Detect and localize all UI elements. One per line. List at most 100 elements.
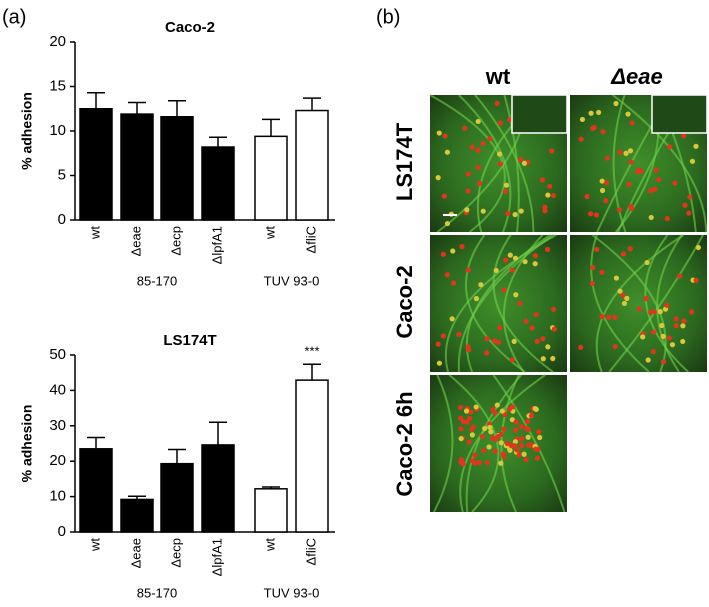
bacterium xyxy=(627,246,633,252)
membrane xyxy=(464,234,526,373)
bacterium xyxy=(604,155,611,161)
bar xyxy=(160,116,194,221)
bacterium xyxy=(512,439,518,445)
bacterium xyxy=(481,447,487,454)
bacterium xyxy=(651,309,657,315)
bacterium xyxy=(501,454,507,460)
bacterium xyxy=(475,164,481,170)
bacterium xyxy=(599,313,605,320)
bacterium xyxy=(480,140,486,147)
y-tick-label: 10 xyxy=(49,488,66,505)
y-tick-label: 50 xyxy=(49,346,66,363)
micrograph xyxy=(430,375,567,512)
bacterium xyxy=(544,246,551,252)
bacterium xyxy=(460,419,467,425)
bacterium xyxy=(681,318,687,324)
bacterium xyxy=(523,457,529,463)
bacterium xyxy=(441,193,447,199)
bacterium xyxy=(613,100,619,107)
bacterium xyxy=(497,120,503,126)
bacterium xyxy=(689,158,696,164)
bacterium xyxy=(459,244,465,250)
bacterium xyxy=(620,292,626,298)
bacterium xyxy=(550,355,556,362)
chart-title: LS174T xyxy=(163,332,216,349)
bacterium xyxy=(537,434,543,441)
bacterium xyxy=(635,169,641,175)
bacterium xyxy=(440,251,446,257)
bacterium xyxy=(444,149,451,155)
bacterium xyxy=(594,246,600,253)
y-tick-label: 10 xyxy=(49,122,66,139)
bar xyxy=(201,146,235,221)
bacterium xyxy=(695,244,701,251)
bacterium xyxy=(479,433,485,440)
bacterium xyxy=(487,136,493,142)
bacterium xyxy=(518,424,525,430)
bacterium xyxy=(672,180,678,186)
membrane xyxy=(492,234,554,373)
bacterium xyxy=(593,212,600,218)
y-tick-label: 0 xyxy=(58,523,66,540)
bacterium xyxy=(640,334,646,340)
bacterium xyxy=(532,446,539,452)
bacterium xyxy=(655,176,662,183)
bacterium xyxy=(589,280,595,286)
bacterium xyxy=(484,336,490,342)
bacterium xyxy=(458,435,464,442)
x-tick-label: Δecp xyxy=(168,226,183,256)
x-tick-label: Δeae xyxy=(128,226,143,256)
y-tick-label: 15 xyxy=(49,77,66,94)
bacterium xyxy=(436,360,443,366)
bacterium xyxy=(492,338,498,344)
bar xyxy=(295,379,329,533)
bacterium xyxy=(623,150,629,156)
bacterium xyxy=(486,444,492,450)
bacterium xyxy=(550,306,557,312)
bacterium xyxy=(463,408,470,414)
bacterium xyxy=(464,207,470,213)
bacterium xyxy=(513,427,519,433)
bacterium xyxy=(501,426,507,432)
bacterium xyxy=(590,125,596,132)
bacterium xyxy=(488,429,494,435)
bacterium xyxy=(513,419,519,425)
bacterium xyxy=(620,251,627,257)
bacterium xyxy=(496,339,502,346)
bar xyxy=(201,444,235,533)
membrane xyxy=(465,374,523,513)
bacterium xyxy=(599,187,606,194)
bacterium xyxy=(644,259,650,266)
bacterium xyxy=(547,183,553,189)
bacterium xyxy=(540,336,546,342)
bar xyxy=(295,109,329,221)
y-tick-label: 20 xyxy=(49,452,66,469)
column-header: wt xyxy=(485,64,511,89)
x-tick-label: ΔfliC xyxy=(303,226,318,253)
bacterium xyxy=(518,208,524,214)
bacterium xyxy=(666,335,672,341)
inset xyxy=(651,94,708,134)
bacterium xyxy=(629,120,635,126)
bacterium xyxy=(657,309,663,315)
bacterium xyxy=(693,277,699,283)
bacterium xyxy=(507,117,513,123)
membrane xyxy=(492,374,566,513)
bacterium xyxy=(496,151,503,157)
bacterium xyxy=(456,331,462,337)
bacterium xyxy=(511,338,517,344)
bacterium xyxy=(551,326,558,332)
bacterium xyxy=(468,409,474,415)
bacterium xyxy=(466,439,472,445)
bacterium xyxy=(442,133,448,139)
bacterium xyxy=(444,220,451,227)
bacterium xyxy=(624,295,630,301)
bar xyxy=(254,135,288,221)
panel-label: (b) xyxy=(376,6,400,28)
bacterium xyxy=(588,110,594,116)
x-tick-label: wt xyxy=(87,538,102,552)
bacterium xyxy=(509,267,515,273)
bacterium xyxy=(627,148,634,154)
bacterium xyxy=(484,460,491,466)
bar xyxy=(120,113,154,221)
